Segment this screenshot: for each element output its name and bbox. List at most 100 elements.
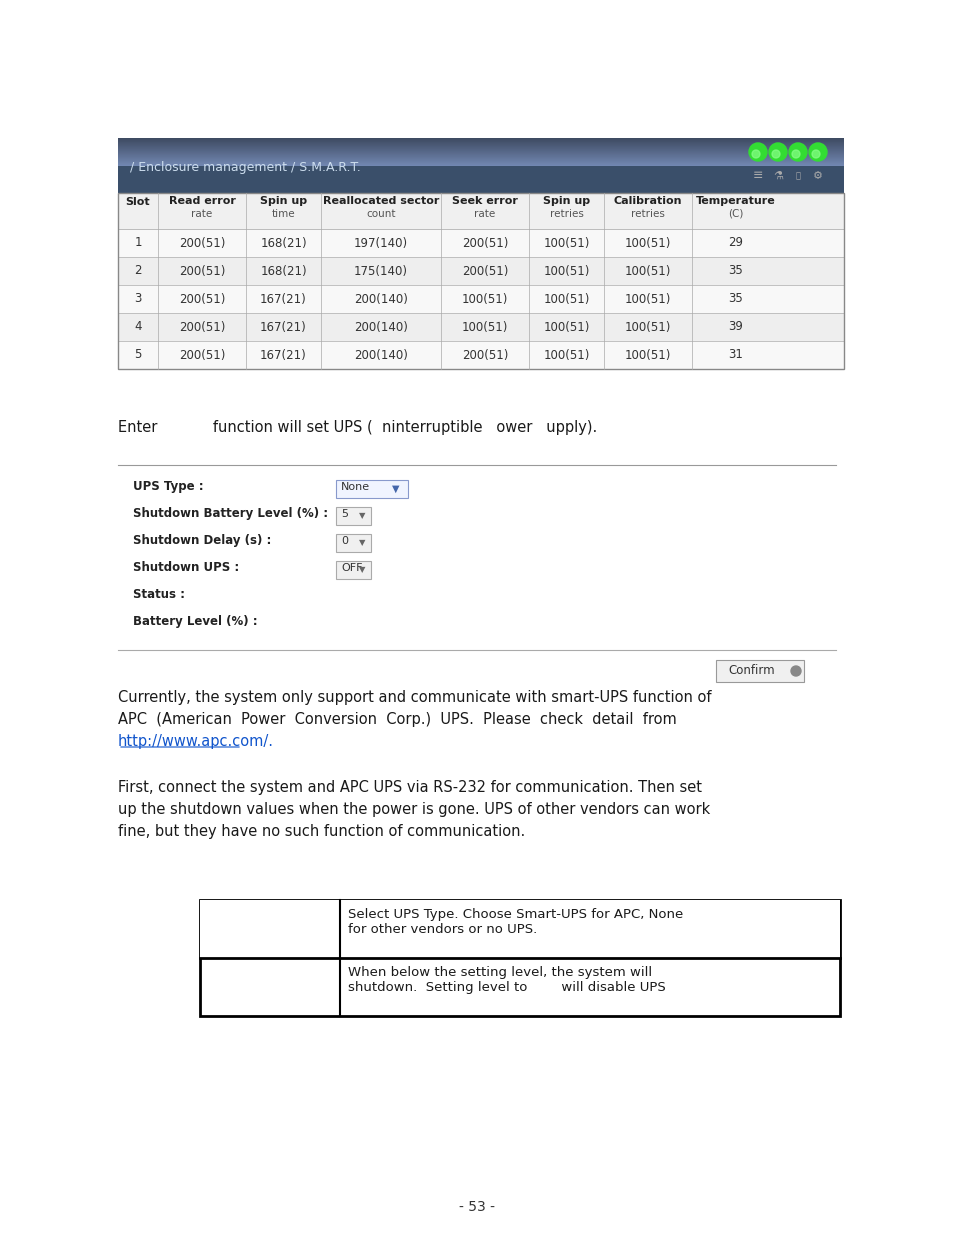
Bar [118,341,843,369]
Text: Status :: Status : [132,588,185,601]
Text: 0: 0 [340,536,348,546]
Text: 5: 5 [134,348,142,362]
Text: 100(51): 100(51) [624,348,671,362]
Circle shape [748,143,766,161]
Text: 29: 29 [728,236,742,249]
Bar [335,534,371,552]
Text: 200(51): 200(51) [178,348,225,362]
Bar [118,312,843,341]
Bar [716,659,803,682]
Text: Spin up: Spin up [259,196,307,206]
Text: UPS Type :: UPS Type : [132,480,203,493]
Bar [118,193,843,228]
Text: 100(51): 100(51) [624,293,671,305]
Bar [118,138,843,193]
Text: Reallocated sector: Reallocated sector [322,196,438,206]
Bar [335,508,371,525]
Text: Seek error: Seek error [452,196,517,206]
Bar [118,285,843,312]
Text: retries: retries [549,209,583,219]
Text: 175(140): 175(140) [354,264,408,278]
Text: 4: 4 [134,321,142,333]
Circle shape [811,149,820,158]
Text: 🔒: 🔒 [795,172,800,180]
Circle shape [751,149,760,158]
Circle shape [771,149,780,158]
Text: ⚙: ⚙ [812,170,822,182]
Text: 200(140): 200(140) [354,348,408,362]
Text: 200(51): 200(51) [461,348,508,362]
Text: ▼: ▼ [358,538,365,547]
Text: ≡: ≡ [752,169,762,183]
Text: 167(21): 167(21) [260,293,307,305]
Text: Enter            function will set UPS (  ninterruptible   ower   upply).: Enter function will set UPS ( ninterrupt… [118,420,597,435]
Text: 200(51): 200(51) [461,264,508,278]
Text: 168(21): 168(21) [260,236,307,249]
Text: ▼: ▼ [358,566,365,574]
Text: 197(140): 197(140) [354,236,408,249]
Text: - 53 -: - 53 - [458,1200,495,1214]
Text: When below the setting level, the system will
shutdown.  Setting level to       : When below the setting level, the system… [348,966,665,994]
Text: count: count [366,209,395,219]
Text: 100(51): 100(51) [543,264,589,278]
Text: Shutdown Battery Level (%) :: Shutdown Battery Level (%) : [132,508,328,520]
Text: (C): (C) [727,209,743,219]
Text: 35: 35 [728,264,742,278]
Bar [118,193,843,369]
Text: 100(51): 100(51) [624,264,671,278]
Text: 31: 31 [728,348,742,362]
Text: 167(21): 167(21) [260,348,307,362]
Text: First, connect the system and APC UPS via RS-232 for communication. Then set: First, connect the system and APC UPS vi… [118,781,701,795]
Text: Calibration: Calibration [613,196,681,206]
Text: 100(51): 100(51) [543,236,589,249]
Text: OFF: OFF [340,563,362,573]
Text: 200(140): 200(140) [354,321,408,333]
Text: 100(51): 100(51) [624,236,671,249]
Text: APC  (American  Power  Conversion  Corp.)  UPS.  Please  check  detail  from: APC (American Power Conversion Corp.) UP… [118,713,676,727]
Text: 200(51): 200(51) [178,293,225,305]
Bar [118,257,843,285]
Text: rate: rate [192,209,213,219]
Bar [335,561,371,579]
Text: 167(21): 167(21) [260,321,307,333]
Bar [335,480,408,498]
Text: rate: rate [474,209,496,219]
Text: Shutdown Delay (s) :: Shutdown Delay (s) : [132,534,271,547]
Text: Read error: Read error [169,196,235,206]
Text: Slot: Slot [126,198,151,207]
Circle shape [808,143,826,161]
Text: / Enclosure management / S.M.A.R.T.: / Enclosure management / S.M.A.R.T. [130,162,360,174]
Text: ⚗: ⚗ [772,170,782,182]
Text: Spin up: Spin up [542,196,590,206]
Circle shape [768,143,786,161]
Text: Select UPS Type. Choose Smart-UPS for APC, None
for other vendors or no UPS.: Select UPS Type. Choose Smart-UPS for AP… [348,908,682,936]
Text: 200(51): 200(51) [178,264,225,278]
Text: 200(51): 200(51) [178,236,225,249]
Text: Battery Level (%) :: Battery Level (%) : [132,615,257,629]
Text: 3: 3 [134,293,142,305]
Text: 100(51): 100(51) [543,348,589,362]
Text: 1: 1 [134,236,142,249]
Text: Temperature: Temperature [696,196,775,206]
Text: Shutdown UPS :: Shutdown UPS : [132,561,239,574]
Text: 39: 39 [728,321,742,333]
Text: http://www.apc.com/.: http://www.apc.com/. [118,734,274,748]
Text: Currently, the system only support and communicate with smart-UPS function of: Currently, the system only support and c… [118,690,711,705]
Circle shape [791,149,800,158]
Bar [200,900,840,1016]
Bar [200,900,840,958]
Text: 168(21): 168(21) [260,264,307,278]
Text: 100(51): 100(51) [624,321,671,333]
Text: 100(51): 100(51) [543,293,589,305]
Text: retries: retries [630,209,664,219]
Text: up the shutdown values when the power is gone. UPS of other vendors can work: up the shutdown values when the power is… [118,802,709,818]
Text: 200(140): 200(140) [354,293,408,305]
Text: Confirm: Confirm [728,664,775,678]
Text: 35: 35 [728,293,742,305]
Text: time: time [272,209,295,219]
Text: None: None [340,482,370,492]
Text: ▼: ▼ [358,511,365,520]
Text: 100(51): 100(51) [461,321,508,333]
Bar [118,228,843,257]
Text: 2: 2 [134,264,142,278]
